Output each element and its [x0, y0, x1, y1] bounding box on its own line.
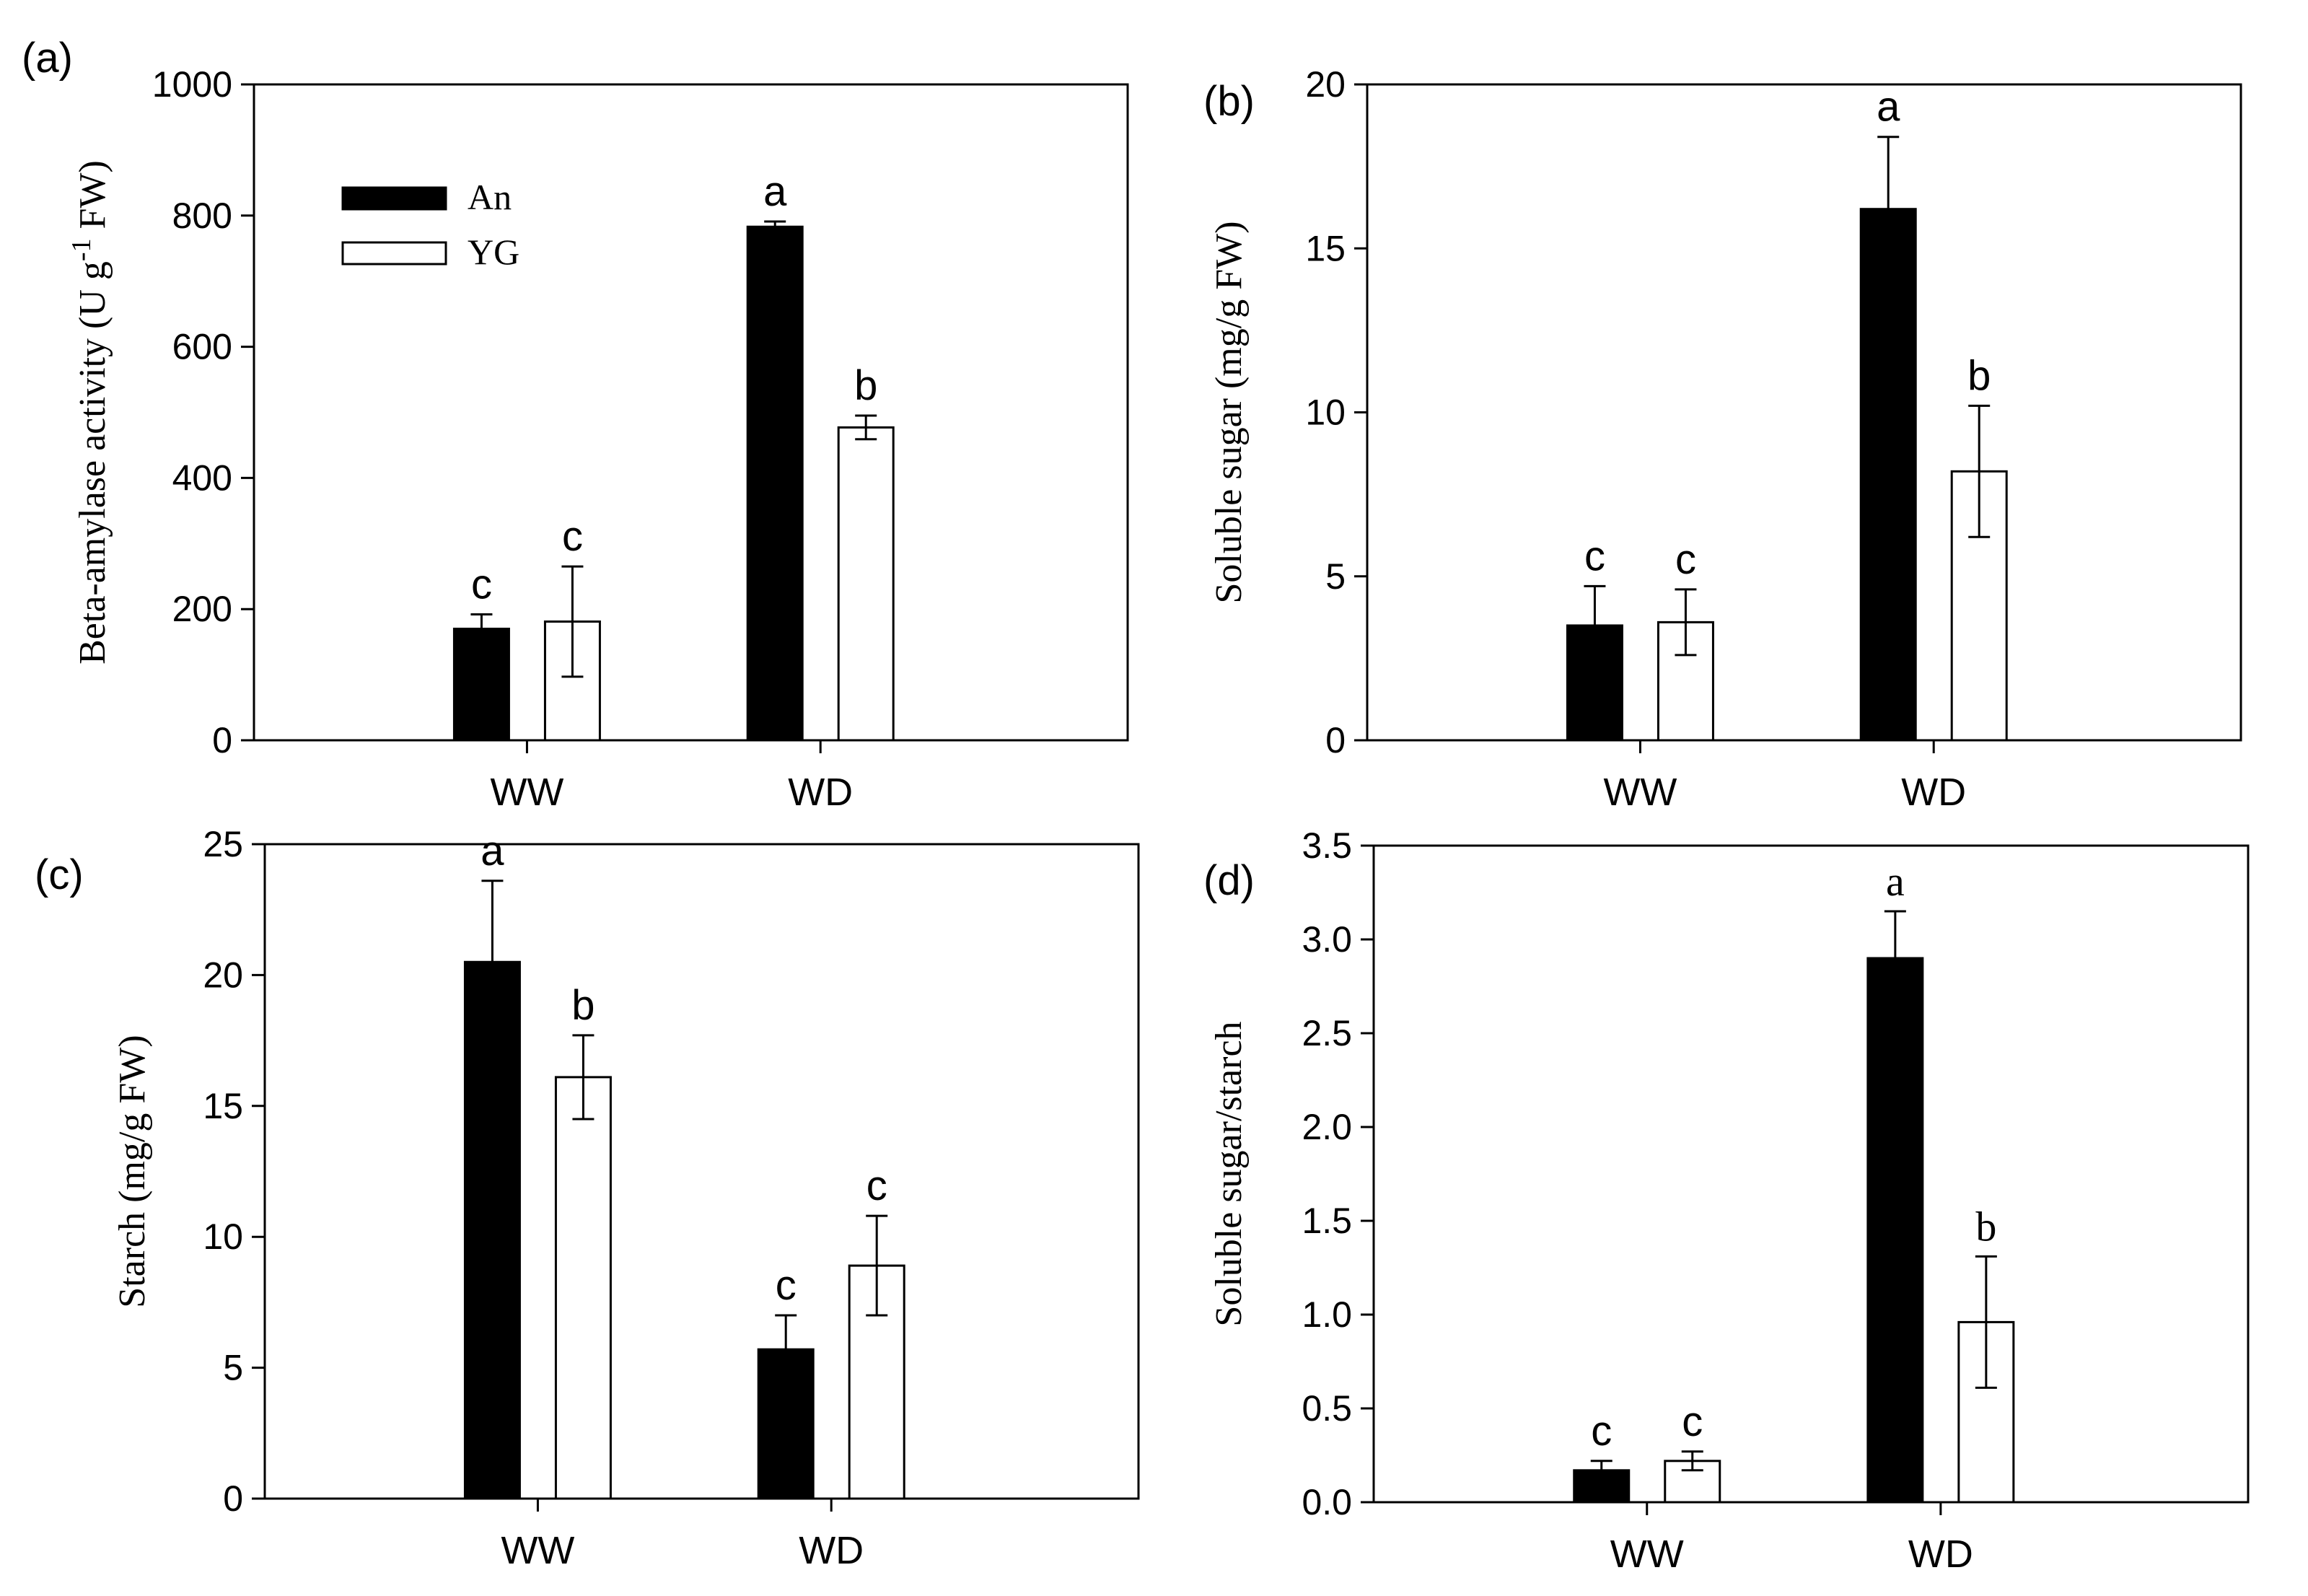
panel-letter: (d)	[1203, 857, 1255, 904]
y-tick-label: 1.0	[1302, 1294, 1352, 1335]
y-axis-label-superscript: -1	[66, 238, 97, 261]
plot-frame	[1366, 83, 2242, 742]
y-tick-label: 10	[1305, 393, 1346, 433]
plot-frame	[253, 83, 1129, 742]
y-tick-label: 10	[203, 1216, 243, 1257]
bar-an	[463, 960, 521, 1500]
y-tick-label: 400	[172, 457, 232, 498]
significance-letter: c	[1584, 532, 1605, 579]
x-category-label: WD	[1901, 771, 1966, 814]
significance-letter: b	[1975, 1203, 1996, 1250]
bar-yg	[837, 426, 895, 742]
significance-letter: a	[481, 828, 504, 874]
bar-an	[757, 1348, 815, 1500]
y-tick-label: 0	[223, 1478, 243, 1519]
y-tick-label: 0	[1325, 720, 1346, 760]
y-axis-label: Starch (mg/g FW)	[112, 1035, 153, 1307]
y-tick-label: 20	[203, 955, 243, 995]
y-tick-label: 25	[203, 824, 243, 864]
y-axis-label: Beta-amylase activity (U g-1 FW)	[66, 160, 113, 665]
x-category-label: WW	[490, 771, 563, 814]
significance-letter: c	[866, 1162, 887, 1209]
panel-letter: (c)	[35, 851, 84, 898]
y-tick-label: 3.0	[1302, 919, 1352, 960]
bar-an	[1859, 208, 1917, 742]
significance-letter: b	[854, 362, 877, 409]
bar-yg	[1950, 470, 2008, 742]
x-category-label: WD	[1908, 1533, 1973, 1576]
y-tick-label: 20	[1305, 64, 1346, 105]
bar-an	[746, 225, 804, 742]
y-axis-label: Soluble sugar (mg/g FW)	[1208, 221, 1250, 603]
y-tick-label: 1000	[152, 64, 232, 105]
y-tick-label: 15	[203, 1086, 243, 1126]
x-category-label: WD	[799, 1529, 864, 1572]
significance-letter: b	[571, 982, 594, 1029]
bar-yg	[554, 1076, 612, 1500]
plot-frame	[263, 843, 1140, 1500]
significance-letter: a	[1877, 84, 1900, 131]
y-tick-label: 5	[1325, 556, 1346, 597]
significance-letter: c	[471, 561, 492, 608]
y-tick-label: 200	[172, 589, 232, 629]
x-category-label: WW	[501, 1529, 574, 1572]
panel-d: (d) 0.0 0.5 1.0 1.5 2.0 2.5 3.0 3.5 Soluble sugar…	[1203, 825, 2250, 1576]
legend-swatch-yg	[341, 241, 447, 266]
panel-letter: (a)	[22, 35, 73, 82]
bar-an	[1866, 957, 1924, 1504]
x-category-label: WW	[1610, 1533, 1684, 1576]
y-tick-label: 5	[223, 1348, 243, 1388]
significance-letter: a	[763, 168, 787, 215]
significance-letter: c	[562, 513, 583, 560]
y-tick-label: 1.5	[1302, 1201, 1352, 1241]
significance-letter: c	[1682, 1398, 1703, 1445]
y-tick-label: 3.5	[1302, 825, 1352, 866]
legend-swatch-an	[341, 186, 447, 211]
y-tick-label: 2.0	[1302, 1107, 1352, 1147]
x-category-label: WW	[1603, 771, 1677, 814]
y-tick-label: 15	[1305, 228, 1346, 268]
y-tick-label: 800	[172, 196, 232, 236]
panel-a: (a) 0 200 400 600 800 1000 Beta-amylase activit…	[22, 35, 1129, 814]
legend-label-an: An	[468, 177, 512, 217]
panel-c: (c) 0 5 10 15 20 25 Starch (mg/g FW) WW a b WD c c	[35, 824, 1140, 1572]
panel-b: (b) 0 5 10 15 20 Soluble sugar (mg/g FW) WW c c WD…	[1203, 64, 2242, 814]
x-category-label: WD	[788, 771, 853, 814]
y-axis-label-main: Beta-amylase activity (U g	[72, 261, 113, 665]
significance-letter: a	[1886, 858, 1905, 905]
significance-letter: b	[1967, 352, 1991, 399]
y-axis-label: Soluble sugar/starch	[1208, 1021, 1250, 1326]
y-axis-label-tail: FW)	[72, 160, 113, 238]
y-tick-label: 2.5	[1302, 1013, 1352, 1053]
significance-letter: c	[1591, 1408, 1612, 1455]
y-tick-label: 0	[212, 720, 232, 760]
significance-letter: c	[776, 1262, 797, 1309]
legend: An YG	[341, 177, 519, 272]
significance-letter: c	[1675, 536, 1696, 583]
y-tick-label: 0.0	[1302, 1482, 1352, 1522]
panel-letter: (b)	[1203, 78, 1255, 125]
y-tick-label: 0.5	[1302, 1388, 1352, 1429]
plot-frame	[1372, 844, 2250, 1504]
y-tick-label: 600	[172, 327, 232, 367]
bar-an	[452, 627, 510, 742]
legend-label-yg: YG	[468, 232, 519, 272]
